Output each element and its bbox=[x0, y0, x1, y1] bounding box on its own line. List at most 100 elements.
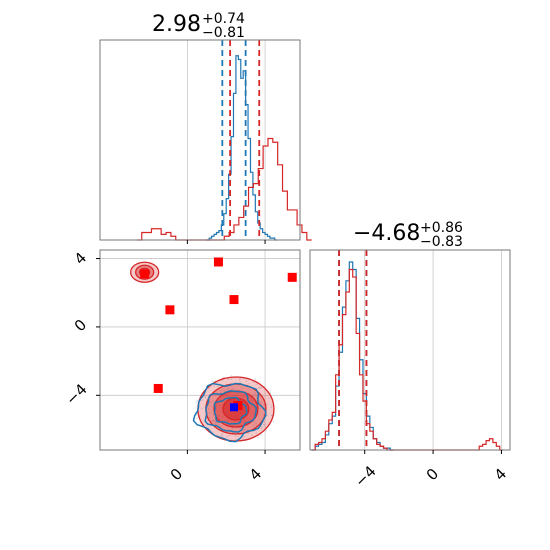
histogram-bottom-right bbox=[309, 249, 511, 454]
scatter-point bbox=[251, 406, 253, 408]
scatter-point bbox=[249, 392, 251, 395]
tick-label: 0 bbox=[167, 465, 186, 484]
scatter-point bbox=[255, 397, 258, 399]
scatter-point bbox=[235, 438, 237, 440]
scatter-point bbox=[215, 423, 217, 425]
scatter-point bbox=[266, 414, 268, 417]
scatter-point bbox=[223, 376, 225, 379]
scatter-point bbox=[226, 419, 228, 421]
scatter-point bbox=[252, 381, 255, 384]
scatter-point bbox=[253, 393, 255, 395]
scatter-point bbox=[248, 382, 250, 385]
scatter-point bbox=[221, 379, 223, 382]
histogram-series bbox=[311, 261, 394, 451]
scatter-point bbox=[252, 412, 254, 414]
scatter-point bbox=[234, 420, 236, 423]
scatter-point bbox=[224, 390, 226, 392]
axes-frame bbox=[309, 249, 511, 451]
scatter-point bbox=[228, 434, 230, 437]
scatter-point bbox=[252, 424, 255, 426]
scatter-point bbox=[232, 387, 234, 390]
scatter-point bbox=[220, 392, 223, 394]
title-top-left-upper: +0.74 bbox=[202, 11, 245, 27]
scatter-point bbox=[211, 400, 214, 402]
bottom-right-x-ticks: −4 0 4 bbox=[351, 462, 510, 490]
scatter-point bbox=[232, 432, 234, 434]
scatter-point bbox=[227, 378, 229, 381]
scatter-point bbox=[260, 427, 263, 430]
scatter-point bbox=[227, 420, 230, 423]
marker-blue bbox=[229, 403, 238, 412]
scatter-point bbox=[259, 387, 261, 389]
scatter-point bbox=[251, 434, 253, 436]
marker-red bbox=[213, 257, 223, 267]
scatter-point bbox=[260, 434, 262, 436]
scatter-point bbox=[204, 395, 206, 398]
marker-red bbox=[287, 272, 297, 282]
marker-red bbox=[153, 383, 163, 393]
title-bottom-right-upper: +0.86 bbox=[420, 220, 463, 236]
scatter-point bbox=[209, 401, 211, 403]
title-bottom-right: −4.68 +0.86 −0.83 bbox=[353, 220, 463, 250]
scatter-point bbox=[243, 428, 246, 431]
scatter-point bbox=[220, 425, 222, 428]
scatter-point bbox=[263, 424, 265, 426]
tick-label: 4 bbox=[71, 249, 90, 268]
scatter-point bbox=[243, 420, 245, 423]
histogram-series bbox=[206, 55, 278, 241]
scatter-point bbox=[260, 401, 262, 404]
axes-frame bbox=[99, 249, 301, 451]
tick-label: 4 bbox=[491, 465, 510, 484]
scatter-point bbox=[243, 436, 246, 438]
scatter-point bbox=[233, 391, 235, 394]
title-top-left: 2.98 +0.74 −0.81 bbox=[152, 11, 245, 41]
title-bottom-right-lower: −0.83 bbox=[420, 234, 463, 250]
scatter-point bbox=[208, 408, 210, 410]
scatter-point bbox=[221, 433, 223, 435]
scatter-point bbox=[267, 397, 270, 399]
scatter-point bbox=[231, 375, 233, 377]
scatter-point bbox=[269, 390, 271, 392]
scatter-point bbox=[254, 378, 257, 380]
scatter-point bbox=[257, 413, 259, 416]
scatter-point bbox=[263, 403, 265, 406]
scatter-point bbox=[215, 404, 217, 406]
scatter-point bbox=[212, 380, 214, 383]
scatter-point bbox=[213, 419, 215, 422]
bottom-left-x-ticks: 0 4 bbox=[167, 465, 265, 484]
scatter-point bbox=[218, 423, 220, 425]
histogram-top-left bbox=[99, 39, 312, 244]
scatter-point bbox=[215, 421, 218, 424]
scatter-point bbox=[255, 383, 258, 386]
scatter-point bbox=[243, 419, 246, 421]
scatter-point bbox=[258, 387, 260, 389]
scatter-point bbox=[224, 394, 226, 397]
tick-label: 0 bbox=[423, 465, 442, 484]
marker-red bbox=[140, 269, 150, 279]
scatter-point bbox=[201, 407, 203, 410]
scatter-point bbox=[207, 419, 209, 422]
scatter-point bbox=[239, 381, 241, 383]
scatter-point bbox=[253, 421, 255, 423]
scatter-point bbox=[245, 380, 248, 382]
histogram-series bbox=[136, 137, 312, 241]
scatter-point bbox=[234, 435, 237, 437]
tick-label: −4 bbox=[62, 380, 90, 408]
contour-panel-bottom-left bbox=[96, 249, 301, 454]
scatter-point bbox=[254, 402, 256, 404]
title-bottom-right-value: −4.68 bbox=[353, 221, 420, 246]
title-top-left-value: 2.98 bbox=[152, 12, 201, 37]
scatter-point bbox=[270, 414, 273, 417]
scatter-point bbox=[231, 427, 233, 429]
scatter-point bbox=[196, 414, 198, 416]
scatter-point bbox=[209, 405, 211, 407]
scatter-point bbox=[239, 379, 241, 381]
scatter-point bbox=[220, 389, 222, 392]
scatter-point bbox=[196, 417, 198, 420]
scatter-point bbox=[271, 405, 273, 407]
tick-label: 4 bbox=[246, 465, 265, 484]
scatter-point bbox=[228, 395, 230, 398]
scatter-point bbox=[217, 385, 219, 388]
scatter-point bbox=[231, 388, 233, 390]
scatter-point bbox=[213, 385, 215, 387]
